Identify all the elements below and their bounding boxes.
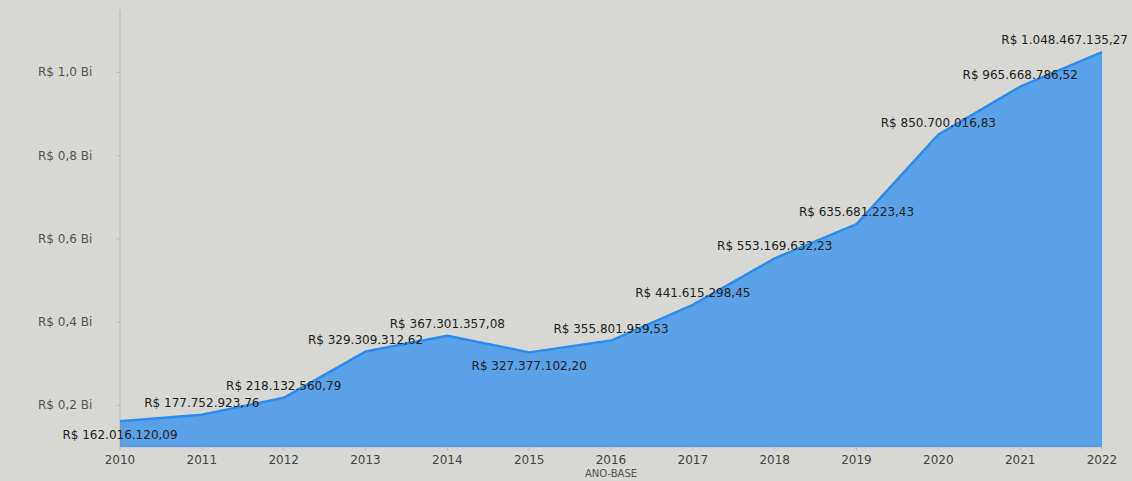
y-tick <box>116 238 120 239</box>
plot-area <box>120 52 1102 447</box>
x-tick-label: 2022 <box>1087 453 1118 467</box>
data-label: R$ 218.132.560,79 <box>226 379 341 393</box>
data-label: R$ 850.700.016,83 <box>881 116 996 130</box>
y-tick-label: R$ 1,0 Bi <box>38 65 92 79</box>
x-tick <box>611 447 612 450</box>
x-tick-label: 2020 <box>923 453 954 467</box>
data-label: R$ 327.377.102,20 <box>472 359 587 373</box>
data-label: R$ 1.048.467.135,27 <box>1001 33 1128 47</box>
x-tick <box>201 447 202 450</box>
x-tick <box>447 447 448 450</box>
y-tick-label: R$ 0,2 Bi <box>38 398 92 412</box>
x-tick-label: 2015 <box>514 453 545 467</box>
x-tick-label: 2013 <box>350 453 381 467</box>
data-label: R$ 355.801.959,53 <box>553 322 668 336</box>
x-tick-label: 2021 <box>1005 453 1036 467</box>
x-tick-label: 2017 <box>678 453 709 467</box>
data-label: R$ 367.301.357,08 <box>390 317 505 331</box>
x-tick-label: 2019 <box>841 453 872 467</box>
x-tick-label: 2014 <box>432 453 463 467</box>
data-label: R$ 635.681.223,43 <box>799 205 914 219</box>
x-tick-label: 2011 <box>187 453 218 467</box>
y-tick <box>116 72 120 73</box>
background <box>0 0 1132 481</box>
data-label: R$ 965.668.786,52 <box>963 68 1078 82</box>
data-label: R$ 329.309.312,62 <box>308 333 423 347</box>
data-label: R$ 162.016.120,09 <box>62 428 177 442</box>
line <box>120 52 1102 421</box>
x-tick <box>774 447 775 450</box>
area <box>120 52 1102 447</box>
data-label: R$ 553.169.632,23 <box>717 239 832 253</box>
y-tick-label: R$ 0,8 Bi <box>38 149 92 163</box>
x-tick <box>856 447 857 450</box>
x-tick-label: 2016 <box>596 453 627 467</box>
x-tick <box>120 447 121 450</box>
y-tick-label: R$ 0,4 Bi <box>38 315 92 329</box>
data-label: R$ 441.615.298,45 <box>635 286 750 300</box>
x-tick-label: 2010 <box>105 453 136 467</box>
x-tick <box>1102 447 1103 450</box>
y-axis-line <box>120 10 121 447</box>
x-tick <box>692 447 693 450</box>
x-axis-title: ANO-BASE <box>585 468 637 479</box>
x-tick <box>365 447 366 450</box>
x-tick <box>283 447 284 450</box>
x-tick <box>938 447 939 450</box>
y-tick-label: R$ 0,6 Bi <box>38 232 92 246</box>
chart: R$ 0,2 Bi R$ 0,4 Bi R$ 0,6 Bi R$ 0,8 Bi R$ 1… <box>0 0 1132 481</box>
x-tick-label: 2018 <box>759 453 790 467</box>
y-tick <box>116 155 120 156</box>
y-tick <box>116 405 120 406</box>
y-tick <box>116 322 120 323</box>
x-tick <box>529 447 530 450</box>
x-tick <box>1020 447 1021 450</box>
data-label: R$ 177.752.923,76 <box>144 396 259 410</box>
x-tick-label: 2012 <box>268 453 299 467</box>
